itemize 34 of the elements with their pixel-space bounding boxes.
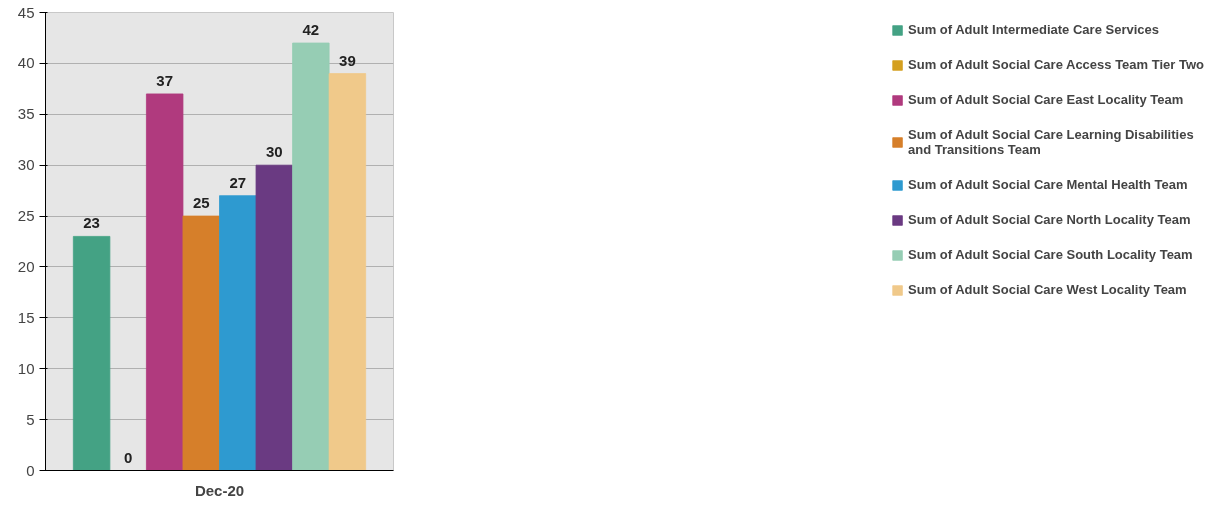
y-tick-label: 20: [17, 257, 35, 275]
data-label: 37: [156, 71, 174, 89]
y-tick-label: 0: [26, 461, 35, 479]
bar: [219, 195, 257, 471]
y-tick-label: 10: [17, 359, 35, 377]
y-tick-label: 25: [17, 207, 35, 225]
y-tick-label: 40: [17, 54, 35, 72]
legend-label: Sum of Adult Social Care Access Team Tier Two: [908, 57, 1204, 72]
legend-label: Sum of Adult Social Care Mental Health Team: [908, 177, 1188, 192]
data-label: 39: [339, 51, 356, 69]
y-tick-label: 5: [26, 410, 35, 428]
legend-label: Sum of Adult Social Care North Locality Team: [908, 212, 1191, 227]
bar: [72, 236, 111, 471]
bar: [182, 215, 220, 471]
data-label: 23: [83, 214, 100, 232]
data-label: 30: [265, 143, 283, 161]
bar: [255, 164, 293, 471]
y-tick-label: 15: [17, 308, 35, 326]
data-label: 42: [302, 21, 320, 39]
bar: [146, 93, 184, 471]
legend-label: Sum of Adult Social Care East Locality Team: [908, 92, 1184, 107]
legend-label: Sum of Adult Intermediate Care Services: [908, 22, 1159, 37]
bar: [292, 42, 330, 471]
y-tick-label: 45: [17, 3, 35, 21]
y-tick-label: 35: [17, 105, 35, 123]
data-label: 27: [229, 173, 247, 191]
y-tick-label: 30: [17, 156, 35, 174]
legend-label: Sum of Adult Social Care South Locality Team: [908, 247, 1193, 262]
legend-label: Sum of Adult Social Care West Locality Team: [908, 282, 1187, 297]
data-label: 0: [123, 448, 133, 466]
data-label: 25: [192, 194, 210, 212]
bar: [328, 73, 367, 471]
legend-label: Sum of Adult Social Care Learning Disabilities and Transitions Team: [908, 127, 1194, 157]
x-tick-label: Dec-20: [194, 481, 245, 499]
